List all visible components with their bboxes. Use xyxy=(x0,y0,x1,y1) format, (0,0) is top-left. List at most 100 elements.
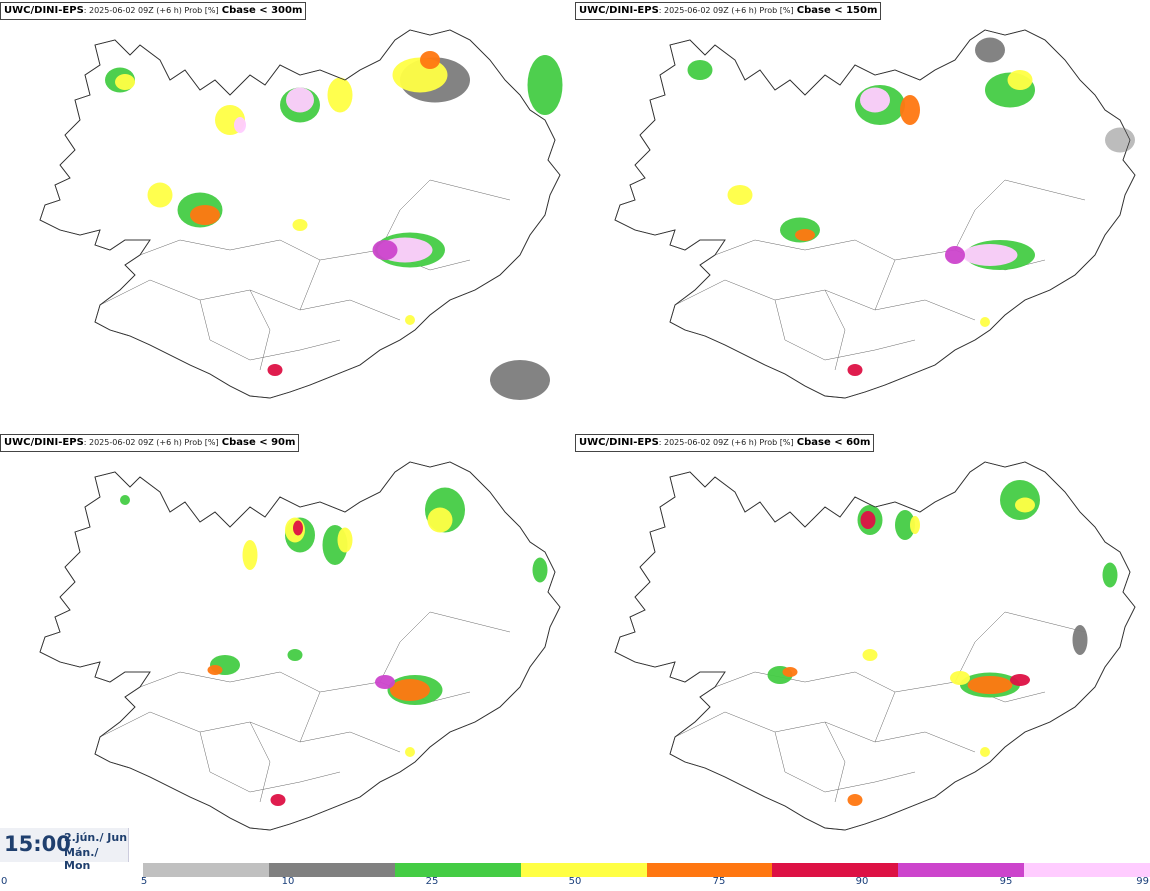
probability-area xyxy=(860,511,876,529)
valid-weekday: Mán./ Mon xyxy=(64,846,99,872)
threshold-label: Cbase < 150m xyxy=(796,5,878,16)
probability-area xyxy=(1010,674,1030,686)
colorbar-segment xyxy=(520,863,647,877)
probability-area xyxy=(405,315,415,325)
probability-area xyxy=(980,317,990,327)
probability-area xyxy=(147,182,173,208)
probability-area xyxy=(910,516,920,534)
road-line xyxy=(954,179,1086,251)
run-info: : 2025-06-02 09Z (+6 h) Prob [%] xyxy=(83,438,219,447)
model-name: UWC/DINI-EPS xyxy=(579,437,659,448)
probability-area xyxy=(687,60,713,80)
iceland-map xyxy=(614,461,1136,831)
map-panel-60m: UWC/DINI-EPS: 2025-06-02 09Z (+6 h) Prob… xyxy=(575,432,1150,864)
valid-time: 15:00 xyxy=(4,832,71,856)
tick-label: 25 xyxy=(425,876,439,887)
map-panel-300m: UWC/DINI-EPS: 2025-06-02 09Z (+6 h) Prob… xyxy=(0,0,575,432)
probability-area xyxy=(1102,562,1118,588)
probability-area xyxy=(782,667,798,677)
map-panel-90m: UWC/DINI-EPS: 2025-06-02 09Z (+6 h) Prob… xyxy=(0,432,575,864)
probability-area xyxy=(900,95,920,125)
threshold-label: Cbase < 60m xyxy=(796,437,871,448)
probability-area xyxy=(847,364,863,376)
probability-area xyxy=(527,55,563,115)
probability-area xyxy=(234,117,246,133)
panel-title: UWC/DINI-EPS: 2025-06-02 09Z (+6 h) Prob… xyxy=(0,434,300,452)
road-line xyxy=(199,299,341,361)
run-info: : 2025-06-02 09Z (+6 h) Prob [%] xyxy=(658,438,794,447)
probability-area xyxy=(372,240,398,260)
valid-date: 2.jún./ Jun xyxy=(64,831,128,844)
threshold-label: Cbase < 300m xyxy=(221,5,303,16)
probability-area xyxy=(115,74,135,90)
probability-area xyxy=(967,676,1013,694)
probability-area xyxy=(862,649,878,661)
valid-time-box: 15:00 2.jún./ Jun Mán./ Mon xyxy=(0,828,129,872)
probability-area xyxy=(390,679,430,701)
road-line xyxy=(199,731,341,793)
colorbar-segment xyxy=(394,863,521,877)
colorbar-segment xyxy=(268,863,395,877)
probability-area xyxy=(860,87,890,113)
coastline-outline xyxy=(614,29,1136,399)
probability-area xyxy=(287,649,303,661)
coastline xyxy=(39,461,561,831)
iceland-map xyxy=(39,461,561,831)
probability-area xyxy=(242,540,258,570)
colorbar-ticks: 0 5 10 25 50 75 90 95 99 xyxy=(0,876,1150,891)
probability-area xyxy=(420,51,440,69)
probability-area xyxy=(190,205,220,225)
probability-area xyxy=(267,364,283,376)
probability-area xyxy=(795,229,815,241)
road-line xyxy=(824,289,846,371)
tick-label: 75 xyxy=(712,876,726,887)
probability-area xyxy=(270,794,286,806)
colorbar-segment xyxy=(1024,863,1150,877)
road-line xyxy=(139,671,321,693)
probability-area xyxy=(337,527,353,553)
road-line xyxy=(249,289,271,371)
probability-area xyxy=(945,246,965,264)
tick-label: 10 xyxy=(281,876,295,887)
road-line xyxy=(379,179,511,251)
road-line xyxy=(774,731,916,793)
probability-area xyxy=(405,747,415,757)
panel-title: UWC/DINI-EPS: 2025-06-02 09Z (+6 h) Prob… xyxy=(0,2,307,20)
road-line xyxy=(714,671,896,693)
tick-label: 90 xyxy=(855,876,869,887)
coastline-outline xyxy=(39,461,561,831)
tick-label: 0 xyxy=(1,876,8,887)
tick-label: 5 xyxy=(140,876,148,887)
coastline-outline xyxy=(39,29,561,399)
probability-area xyxy=(120,495,130,505)
probability-area xyxy=(207,665,223,675)
probability-area xyxy=(427,507,453,533)
coastline xyxy=(614,29,1136,399)
tick-label: 50 xyxy=(568,876,582,887)
model-name: UWC/DINI-EPS xyxy=(579,5,659,16)
threshold-label: Cbase < 90m xyxy=(221,437,296,448)
model-name: UWC/DINI-EPS xyxy=(4,437,84,448)
tick-label: 99 xyxy=(1136,876,1149,887)
road-line xyxy=(824,721,846,803)
iceland-map xyxy=(614,29,1136,399)
panel-title: UWC/DINI-EPS: 2025-06-02 09Z (+6 h) Prob… xyxy=(575,434,875,452)
probability-area xyxy=(292,219,308,231)
map-panel-150m: UWC/DINI-EPS: 2025-06-02 09Z (+6 h) Prob… xyxy=(575,0,1150,432)
probability-area xyxy=(1007,70,1033,90)
probability-colorbar xyxy=(143,863,1150,877)
road-line xyxy=(139,239,321,261)
road-line xyxy=(249,721,271,803)
probability-area xyxy=(1072,625,1088,655)
coastline-outline xyxy=(614,461,1136,831)
probability-area xyxy=(727,185,753,205)
probability-area xyxy=(1105,127,1135,153)
colorbar-segment xyxy=(143,863,269,877)
model-name: UWC/DINI-EPS xyxy=(4,5,84,16)
probability-area xyxy=(327,77,353,113)
probability-area xyxy=(975,37,1005,63)
panel-title: UWC/DINI-EPS: 2025-06-02 09Z (+6 h) Prob… xyxy=(575,2,882,20)
colorbar-segment xyxy=(898,863,1025,877)
road-line xyxy=(774,299,916,361)
probability-area xyxy=(293,520,303,536)
